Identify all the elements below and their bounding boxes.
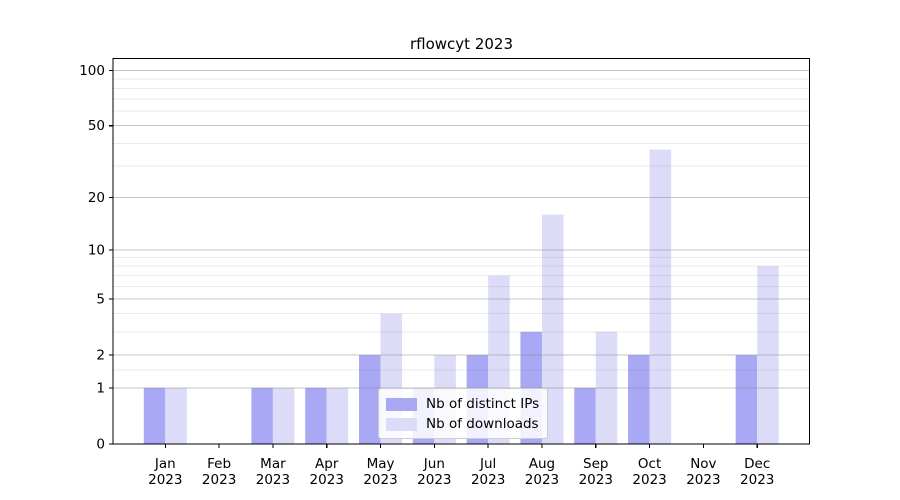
legend-label-distinct-ips: Nb of distinct IPs [426, 396, 540, 412]
bar-distinct-ips [143, 387, 166, 444]
y-tick-label: 10 [88, 242, 105, 258]
bar-distinct-ips [735, 355, 758, 444]
y-tick-label: 5 [96, 291, 105, 307]
x-tick-label-month: May [367, 456, 395, 472]
legend-item-downloads: Nb of downloads [386, 414, 539, 434]
x-tick-label-month: Feb [207, 456, 231, 472]
bar-downloads [326, 387, 349, 444]
x-tick-label-year: 2023 [579, 472, 613, 488]
x-tick-label-year: 2023 [686, 472, 720, 488]
bar-downloads [165, 387, 187, 444]
x-tick-label-year: 2023 [740, 472, 774, 488]
bar-downloads [272, 387, 295, 444]
x-tick-label-month: Sep [583, 456, 608, 472]
legend-swatch-downloads [386, 417, 417, 431]
x-tick-label-year: 2023 [202, 472, 236, 488]
x-tick-label-year: 2023 [363, 472, 397, 488]
chart-title: rflowcyt 2023 [409, 35, 513, 53]
bar-downloads [757, 266, 779, 444]
bar-distinct-ips [251, 387, 273, 444]
x-tick-label-year: 2023 [148, 472, 182, 488]
y-tick-label: 20 [88, 190, 105, 206]
axes-frame [112, 57, 811, 445]
legend: Nb of distinct IPs Nb of downloads [378, 388, 548, 439]
x-tick-label-year: 2023 [525, 472, 559, 488]
x-tick-label-year: 2023 [417, 472, 451, 488]
bar-downloads [541, 214, 564, 444]
x-tick-label-year: 2023 [471, 472, 505, 488]
bar-distinct-ips [574, 387, 596, 444]
y-tick-label: 2 [96, 348, 105, 364]
legend-item-distinct-ips: Nb of distinct IPs [386, 394, 539, 414]
y-tick-label: 100 [79, 63, 105, 79]
bar-distinct-ips [628, 355, 650, 444]
x-tick-label-month: Jan [154, 456, 176, 472]
x-tick-label-month: Dec [744, 456, 770, 472]
x-tick-label-month: Jun [423, 456, 445, 472]
x-tick-label-month: Apr [315, 456, 339, 472]
y-tick-label: 1 [96, 380, 105, 396]
x-tick-label-year: 2023 [310, 472, 344, 488]
x-tick-label-month: Jul [479, 456, 496, 472]
x-tick-label-month: Aug [529, 456, 555, 472]
y-tick-label: 50 [88, 118, 105, 134]
x-tick-label-month: Nov [690, 456, 716, 472]
bar-distinct-ips [359, 355, 381, 444]
x-tick-label-month: Mar [260, 456, 286, 472]
bar-downloads [595, 331, 618, 444]
legend-label-downloads: Nb of downloads [426, 416, 539, 432]
y-tick-label: 0 [96, 437, 105, 453]
legend-swatch-distinct-ips [386, 397, 417, 411]
x-tick-label-year: 2023 [256, 472, 290, 488]
bar-downloads [649, 149, 672, 444]
x-tick-label-month: Oct [638, 456, 661, 472]
x-tick-label-year: 2023 [632, 472, 666, 488]
bar-distinct-ips [305, 387, 327, 444]
